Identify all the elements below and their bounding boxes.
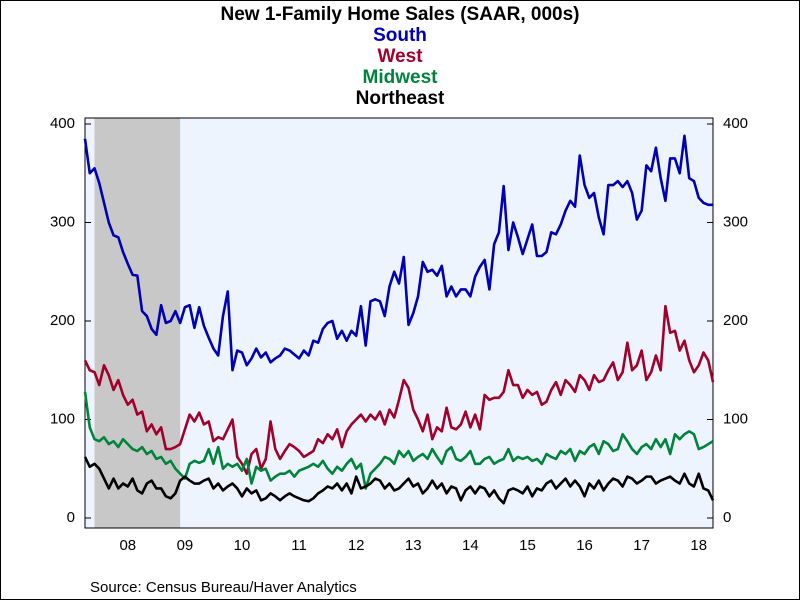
x-tick-label: 17 [633, 537, 650, 554]
series-line [83, 456, 715, 505]
y-tick-label: 0 [67, 509, 75, 526]
x-tick-label: 10 [234, 537, 251, 554]
y2-tick-label: 400 [723, 115, 748, 132]
legend-entry: West [377, 46, 423, 67]
y2-tick-label: 100 [723, 410, 748, 427]
x-tick-label: 11 [291, 537, 307, 554]
x-tick-label: 08 [119, 537, 136, 554]
chart-title: New 1-Family Home Sales (SAAR, 000s) [220, 4, 579, 25]
y-tick-label: 200 [50, 312, 75, 329]
y-tick-label: 100 [50, 410, 75, 427]
y2-tick-label: 300 [723, 213, 748, 230]
x-tick-label: 09 [177, 537, 194, 554]
x-tick-label: 15 [519, 537, 536, 554]
series-line [83, 304, 715, 475]
series-line [83, 134, 713, 372]
x-tick-label: 12 [348, 537, 365, 554]
plot-border [84, 117, 714, 529]
x-tick-label: 18 [690, 537, 707, 554]
legend-entry: Midwest [363, 67, 439, 88]
legend-entry: Northeast [356, 88, 445, 109]
source: Source: Census Bureau/Haver Analytics [90, 579, 357, 596]
legend-entry: South [373, 25, 427, 46]
x-tick-label: 16 [576, 537, 593, 554]
y-tick-label: 400 [50, 115, 75, 132]
y2-tick-label: 0 [723, 509, 731, 526]
y2-tick-label: 200 [723, 312, 748, 329]
series-line [83, 391, 714, 490]
x-tick-label: 13 [405, 537, 422, 554]
y-tick-label: 300 [50, 213, 75, 230]
x-tick-label: 14 [462, 537, 479, 554]
